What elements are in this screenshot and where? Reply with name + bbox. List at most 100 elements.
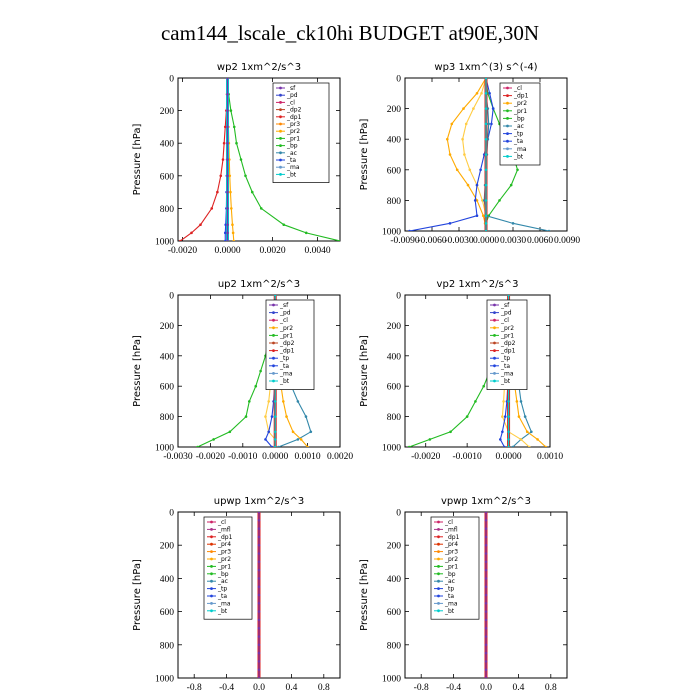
- legend-entry: _bt: [286, 171, 297, 178]
- legend-entry: _ma: [286, 164, 300, 171]
- x-tick-label: 0.8: [318, 683, 330, 693]
- x-tick-label: 0.0020: [327, 452, 353, 462]
- data-point: [544, 445, 548, 447]
- data-point: [257, 527, 261, 530]
- data-point: [407, 445, 411, 447]
- data-point: [507, 400, 510, 403]
- data-point: [229, 109, 233, 112]
- y-tick-label: 600: [387, 383, 402, 393]
- y-axis-label: Pressure [hPa]: [359, 559, 370, 631]
- data-point: [507, 438, 510, 441]
- legend-marker: [493, 372, 496, 375]
- legend-marker: [272, 318, 275, 322]
- legend-marker: [210, 528, 213, 531]
- legend: _cl_dp1_pr2_pr1_bp_ac_tp_ta_ma_bt: [499, 82, 541, 166]
- data-point: [228, 174, 232, 178]
- series-line-pr1: [226, 78, 340, 241]
- data-point: [519, 438, 523, 441]
- data-point: [484, 229, 488, 231]
- legend-box: [272, 82, 330, 183]
- legend-entry: _pr1: [500, 332, 514, 339]
- data-point: [257, 568, 261, 572]
- y-tick-label: 600: [160, 172, 175, 182]
- data-point: [226, 190, 229, 194]
- data-point: [178, 239, 182, 241]
- y-tick-label: 600: [387, 608, 402, 618]
- legend-entry: _ac: [444, 578, 455, 585]
- data-point: [519, 400, 523, 403]
- panel-1: wp2 1xm^2/s^3 Pressure [hPa] 0 200 400 600 800…: [132, 62, 341, 256]
- data-point: [226, 239, 229, 241]
- data-point: [226, 141, 229, 145]
- data-point: [484, 107, 488, 110]
- legend-entry: _sf: [279, 302, 289, 309]
- data-point: [273, 445, 277, 447]
- data-point: [484, 78, 488, 80]
- data-point: [472, 107, 475, 110]
- legend-entry: _ma: [217, 600, 231, 607]
- legend-entry: _ta: [279, 363, 289, 370]
- data-point: [482, 384, 486, 388]
- legend-marker: [279, 108, 282, 111]
- legend-marker: [437, 528, 440, 531]
- legend-entry: _dp1: [217, 534, 233, 541]
- legend-entry: _ta: [444, 593, 454, 600]
- x-tick-label: 0.0040: [304, 246, 330, 256]
- legend-entry: _bt: [279, 378, 290, 385]
- data-point: [484, 519, 488, 522]
- data-point: [231, 223, 234, 226]
- legend-entry: _bp: [286, 143, 298, 150]
- y-tick-label: 1000: [155, 238, 174, 248]
- legend-entry: _pr3: [286, 121, 300, 128]
- data-point: [257, 535, 261, 539]
- legend-marker: [272, 341, 275, 345]
- legend-marker: [437, 609, 440, 613]
- legend-entry: _pr4: [217, 541, 231, 548]
- legend-marker: [493, 334, 496, 337]
- data-point: [516, 168, 519, 172]
- legend-marker: [210, 542, 213, 546]
- data-point: [525, 430, 529, 434]
- data-point: [484, 552, 488, 555]
- legend-entry: _tp: [217, 586, 227, 593]
- y-tick-label: 1000: [155, 444, 174, 454]
- legend-entry: _cl: [279, 317, 288, 324]
- data-point: [482, 214, 485, 217]
- data-point: [501, 415, 504, 418]
- legend-entry: _mfl: [444, 526, 458, 533]
- data-point: [465, 415, 469, 418]
- data-point: [484, 214, 488, 217]
- data-point: [338, 239, 340, 241]
- data-point: [530, 430, 533, 434]
- legend-marker: [506, 94, 509, 97]
- data-point: [223, 125, 227, 129]
- legend-marker: [493, 356, 496, 360]
- data-point: [226, 158, 229, 161]
- legend-marker: [210, 579, 213, 583]
- x-tick-label: 0.0010: [295, 452, 321, 462]
- data-point: [484, 222, 488, 225]
- data-point: [231, 231, 235, 235]
- data-point: [226, 223, 229, 226]
- legend-marker: [279, 137, 282, 140]
- data-point: [273, 400, 277, 403]
- legend-entry: _pd: [286, 92, 298, 99]
- legend-entry: _cl: [444, 519, 453, 526]
- data-point: [199, 223, 202, 226]
- panel-title: vpwp 1xm^2/s^3: [441, 496, 531, 507]
- data-point: [273, 415, 277, 418]
- data-point: [502, 400, 505, 403]
- legend: _sf_pd_cl_pr2_pr1_dp2_dp1_tp_ta_ma_bt: [486, 299, 528, 390]
- legend-marker: [437, 557, 440, 561]
- data-point: [216, 190, 219, 194]
- legend-entry: _pd: [279, 310, 291, 317]
- legend-marker: [437, 542, 440, 546]
- data-point: [257, 519, 261, 522]
- legend-marker: [272, 356, 275, 360]
- x-tick-label: -0.0030: [163, 452, 193, 462]
- data-point: [309, 430, 313, 434]
- data-point: [503, 415, 507, 418]
- x-tick-label: -0.0020: [411, 452, 441, 462]
- series-group: [408, 78, 551, 231]
